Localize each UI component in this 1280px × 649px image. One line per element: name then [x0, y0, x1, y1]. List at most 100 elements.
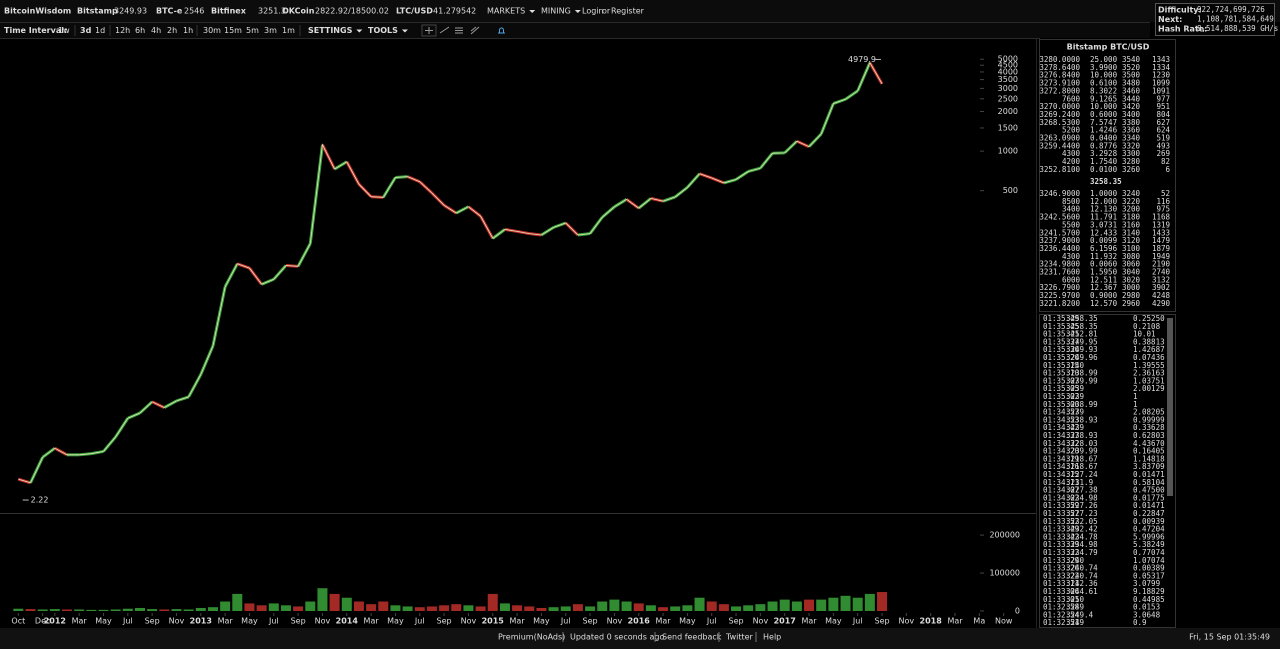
menu[interactable]: MINING [541, 7, 571, 16]
volume-bar [195, 607, 206, 611]
interval-button[interactable]: 12h [115, 26, 130, 35]
book-amount: 3.2928 [1090, 149, 1118, 158]
interval-button[interactable]: 30m [203, 26, 221, 35]
x-tick-label: Sep [437, 617, 452, 626]
draw-icon[interactable] [470, 26, 480, 35]
book-amount: 1.0000 [1090, 189, 1118, 198]
book-amount: 0.0100 [1090, 165, 1118, 174]
trade-price: 3252.81 [1066, 330, 1098, 339]
trade-price: 3239.99 [1066, 447, 1098, 456]
book-price: 4200 [1062, 157, 1081, 166]
ticker-name[interactable]: Bitfinex [211, 7, 247, 16]
interval-button[interactable]: 2h [167, 26, 177, 35]
x-tick-label: 2013 [190, 617, 212, 626]
volume-bar [49, 609, 60, 611]
interval-button[interactable]: 1m [282, 26, 295, 35]
book-level: 3520 [1122, 63, 1141, 72]
line-icon[interactable] [439, 26, 450, 34]
trade-amount: 1.03751 [1133, 376, 1165, 385]
volume-bar [305, 601, 316, 611]
book-amount: 0.0099 [1090, 236, 1117, 245]
interval-button[interactable]: 1h [183, 26, 193, 35]
book-amount: 0.0060 [1090, 260, 1118, 269]
ticker-name[interactable]: OKCoin [282, 7, 315, 16]
book-price: 3400 [1062, 205, 1081, 214]
trade-amount: 4.43670 [1133, 439, 1165, 448]
volume-bar [232, 593, 243, 611]
x-tick-label: May [825, 617, 842, 626]
toolbar-menu[interactable]: SETTINGS [308, 26, 353, 35]
interval-button[interactable]: 1w [58, 26, 70, 35]
x-tick-label: May [533, 617, 550, 626]
book-price: 3225.9700 [1039, 291, 1080, 300]
interval-button[interactable]: 1d [95, 26, 105, 35]
footer-link[interactable]: Help [763, 633, 781, 642]
volume-bar [755, 604, 766, 611]
volume-bar [682, 605, 693, 611]
book-level: 3200 [1122, 205, 1141, 214]
alert-icon[interactable] [498, 27, 505, 34]
footer-link: Updated 0 seconds ago [570, 633, 664, 642]
fib-icon[interactable] [455, 27, 463, 34]
brand[interactable]: BitcoinWisdom [4, 7, 71, 16]
interval-button[interactable]: 6h [135, 26, 145, 35]
x-tick-label: Mar [72, 617, 88, 626]
interval-button[interactable]: 3d [80, 26, 92, 35]
interval-button[interactable]: 4h [151, 26, 161, 35]
trade-time: 01:35:10 [1043, 369, 1080, 378]
book-price: 3280.0000 [1039, 55, 1080, 64]
volume-bar [731, 606, 742, 611]
trade-price: 3234.78 [1066, 532, 1098, 541]
trade-amount: 1 [1133, 400, 1138, 409]
footer-link[interactable]: Twitter [725, 633, 754, 642]
book-price: 3237.9000 [1039, 236, 1080, 245]
book-level: 3080 [1122, 252, 1141, 261]
volume-bar [61, 609, 72, 611]
x-tick-label: 2012 [44, 617, 66, 626]
orderbook-panel [1039, 39, 1176, 312]
book-sum: 4290 [1152, 299, 1171, 308]
trade-time: 01:33:42 [1043, 532, 1079, 541]
interval-button[interactable]: 5m [246, 26, 259, 35]
toolbar-menu[interactable]: TOOLS [368, 26, 398, 35]
book-level: 3440 [1122, 94, 1141, 103]
book-level: 3540 [1122, 55, 1141, 64]
book-level: 3380 [1122, 118, 1141, 127]
volume-bar [402, 606, 413, 611]
x-tick-label: Sep [583, 617, 598, 626]
trades-scrollbar[interactable] [1167, 318, 1173, 496]
trade-price: 3227.24 [1066, 470, 1098, 479]
volume-bar [244, 603, 255, 611]
ticker-name[interactable]: BTC-e [156, 7, 183, 16]
footer [0, 628, 1280, 649]
volume-bar [852, 597, 863, 611]
register-link[interactable]: Register [611, 7, 645, 16]
interval-button[interactable]: 3m [264, 26, 277, 35]
book-sum: 1168 [1152, 213, 1171, 222]
volume-bar [536, 607, 547, 611]
volume-bar [451, 604, 462, 611]
tool-button[interactable] [421, 24, 437, 37]
x-tick-label: Nov [169, 617, 185, 626]
menu[interactable]: MARKETS [487, 7, 525, 16]
login-link[interactable]: Login [582, 7, 604, 16]
trade-time: 01:34:07 [1043, 486, 1079, 495]
ticker-name[interactable]: Bitstamp [77, 7, 118, 16]
interval-button[interactable]: 15m [224, 26, 242, 35]
trade-price: 3232.42 [1066, 525, 1098, 534]
trade-amount: 0.99999 [1133, 415, 1165, 424]
book-amount: 12.130 [1090, 205, 1118, 214]
volume-bar [329, 593, 340, 611]
ticker-value: 3251.3 [258, 7, 286, 16]
tool-icons [421, 24, 505, 37]
footer-link[interactable]: Premium(NoAds) [498, 633, 565, 642]
volume-bar [840, 595, 851, 611]
trade-price: 3249.96 [1066, 353, 1098, 362]
volume-bar [414, 607, 425, 611]
footer-link[interactable]: Send feedback [662, 633, 722, 642]
x-tick-label: Oct [11, 617, 25, 626]
ticker-name[interactable]: LTC/USD [396, 7, 433, 16]
book-sum: 493 [1156, 141, 1170, 150]
menu-caret [356, 29, 363, 33]
